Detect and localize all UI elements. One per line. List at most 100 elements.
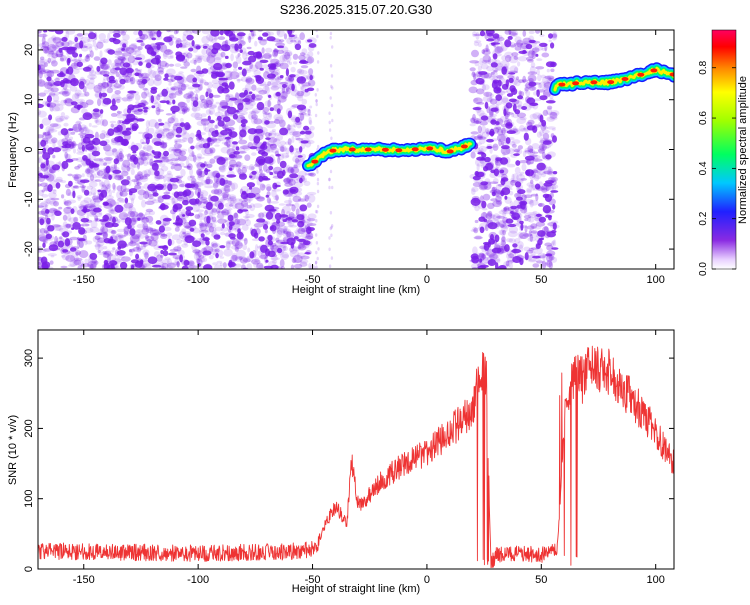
noise-speckle — [97, 40, 106, 44]
noise-speckle — [213, 62, 223, 71]
noise-speckle — [495, 257, 501, 264]
noise-speckle — [158, 118, 162, 122]
noise-speckle — [51, 137, 58, 144]
noise-speckle — [309, 105, 313, 109]
noise-speckle — [295, 116, 301, 123]
noise-speckle — [112, 247, 116, 251]
noise-speckle — [145, 200, 155, 205]
noise-speckle — [228, 81, 235, 90]
noise-speckle — [245, 77, 255, 85]
noise-speckle — [224, 157, 232, 161]
noise-speckle — [107, 49, 115, 55]
noise-speckle — [99, 169, 108, 173]
noise-speckle — [136, 39, 144, 43]
noise-speckle — [160, 158, 171, 162]
noise-speckle — [482, 59, 492, 65]
noise-speckle — [142, 244, 148, 247]
noise-speckle — [236, 218, 247, 226]
noise-speckle — [97, 171, 101, 176]
noise-speckle — [72, 148, 77, 154]
noise-speckle — [176, 261, 180, 268]
noise-speckle — [496, 76, 505, 80]
noise-speckle — [118, 75, 122, 82]
noise-speckle — [537, 74, 542, 82]
noise-speckle — [185, 235, 196, 241]
noise-speckle — [108, 174, 112, 181]
noise-speckle — [120, 178, 126, 183]
noise-speckle — [123, 202, 134, 209]
noise-speckle — [196, 253, 200, 261]
noise-speckle — [91, 195, 100, 201]
noise-speckle — [105, 249, 111, 255]
noise-speckle — [88, 70, 97, 77]
noise-speckle — [160, 254, 164, 258]
noise-speckle — [114, 67, 121, 71]
noise-speckle — [552, 171, 558, 175]
noise-speckle — [70, 68, 80, 75]
noise-speckle — [276, 239, 286, 244]
noise-speckle — [549, 115, 558, 121]
noise-speckle — [129, 192, 136, 201]
noise-speckle — [528, 48, 538, 56]
noise-speckle — [151, 162, 159, 171]
noise-speckle — [285, 231, 292, 238]
noise-speckle — [530, 62, 536, 68]
noise-speckle — [42, 147, 46, 154]
noise-speckle — [494, 98, 500, 102]
noise-speckle — [160, 203, 166, 211]
noise-speckle — [204, 210, 208, 216]
noise-speckle — [512, 30, 517, 37]
noise-speckle — [264, 84, 269, 92]
noise-speckle — [490, 198, 498, 202]
noise-speckle — [38, 79, 46, 87]
noise-speckle — [169, 86, 178, 91]
noise-speckle — [510, 30, 519, 38]
noise-speckle — [177, 83, 187, 92]
noise-speckle — [474, 61, 480, 67]
noise-speckle — [196, 168, 203, 176]
noise-speckle — [519, 225, 528, 229]
noise-speckle — [168, 239, 175, 246]
noise-speckle — [90, 198, 96, 205]
noise-speckle — [48, 50, 55, 55]
noise-speckle — [495, 161, 501, 169]
noise-speckle — [38, 92, 47, 97]
noise-speckle — [478, 171, 486, 178]
noise-speckle — [130, 123, 134, 127]
noise-speckle — [196, 57, 203, 63]
noise-speckle — [540, 137, 544, 144]
noise-speckle — [232, 141, 238, 145]
noise-speckle — [539, 42, 548, 48]
noise-speckle — [231, 252, 238, 262]
noise-speckle — [141, 141, 147, 145]
noise-speckle — [135, 228, 144, 234]
noise-speckle — [187, 137, 194, 144]
noise-speckle — [175, 126, 183, 134]
noise-speckle — [221, 209, 230, 216]
noise-speckle — [196, 153, 203, 159]
noise-speckle — [485, 213, 495, 219]
noise-speckle — [38, 30, 41, 34]
noise-speckle — [275, 153, 282, 157]
noise-speckle — [516, 151, 520, 155]
noise-speckle — [270, 201, 279, 204]
noise-speckle — [488, 56, 491, 65]
noise-speckle — [475, 259, 484, 264]
noise-speckle — [66, 138, 73, 144]
noise-speckle — [536, 213, 544, 217]
noise-speckle — [211, 79, 219, 84]
noise-speckle — [237, 209, 244, 214]
noise-speckle — [139, 175, 148, 180]
noise-speckle — [82, 161, 87, 167]
noise-speckle — [119, 150, 123, 160]
noise-speckle — [504, 244, 510, 252]
noise-speckle — [511, 113, 515, 118]
noise-speckle — [524, 155, 535, 161]
noise-speckle — [60, 180, 67, 184]
noise-speckle — [206, 87, 210, 91]
noise-speckle — [499, 90, 509, 94]
noise-speckle — [42, 32, 47, 40]
noise-speckle — [218, 202, 224, 210]
noise-speckle — [202, 250, 212, 256]
noise-speckle — [130, 144, 139, 152]
